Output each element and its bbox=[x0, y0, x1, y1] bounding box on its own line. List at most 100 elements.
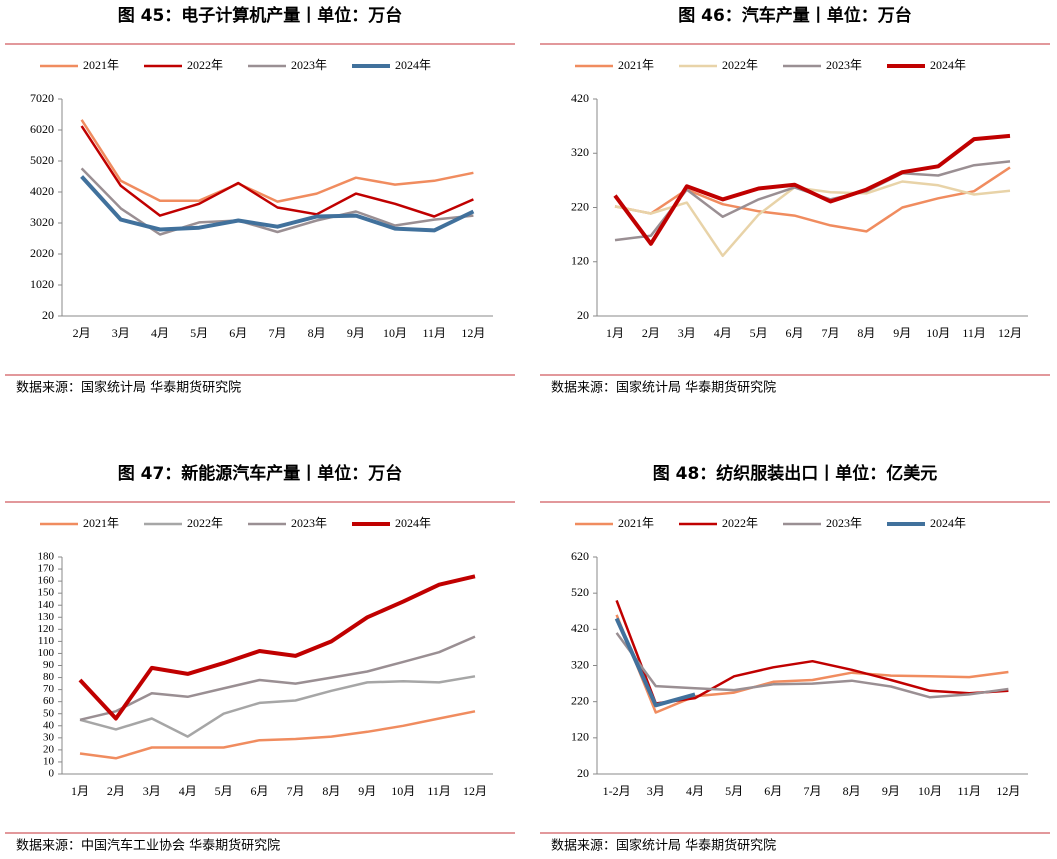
x-tick-label: 11月 bbox=[957, 784, 981, 798]
x-tick-label: 9月 bbox=[882, 784, 900, 798]
x-tick-label: 6月 bbox=[251, 784, 269, 798]
legend-label: 2022年 bbox=[722, 58, 758, 72]
x-tick-label: 12月 bbox=[463, 784, 487, 798]
y-tick-label: 20 bbox=[577, 308, 589, 322]
y-tick-label: 120 bbox=[38, 623, 55, 635]
x-tick-label: 6月 bbox=[764, 784, 782, 798]
y-tick-label: 2020 bbox=[30, 246, 54, 260]
series-line bbox=[80, 125, 474, 218]
y-tick-label: 0 bbox=[49, 768, 55, 780]
x-tick-label: 10月 bbox=[391, 784, 415, 798]
x-tick-label: 5月 bbox=[725, 784, 743, 798]
legend-label: 2023年 bbox=[826, 58, 862, 72]
y-tick-label: 140 bbox=[38, 599, 55, 611]
y-tick-label: 5020 bbox=[30, 153, 54, 167]
series-line bbox=[613, 133, 1011, 246]
x-tick-label: 8月 bbox=[857, 326, 875, 340]
x-tick-label: 10月 bbox=[926, 326, 950, 340]
legend-label: 2024年 bbox=[930, 516, 966, 530]
series-line bbox=[614, 160, 1011, 242]
x-tick-label: 3月 bbox=[647, 784, 665, 798]
chart-title: 图 46：汽车产量丨单位：万台 bbox=[678, 5, 912, 26]
series-line bbox=[614, 180, 1011, 258]
x-tick-label: 9月 bbox=[358, 784, 376, 798]
legend-label: 2022年 bbox=[187, 58, 223, 72]
x-tick-label: 8月 bbox=[322, 784, 340, 798]
y-tick-label: 4020 bbox=[30, 184, 54, 198]
y-tick-label: 20 bbox=[42, 308, 54, 322]
series-line bbox=[79, 675, 476, 738]
y-tick-label: 120 bbox=[571, 730, 589, 744]
y-tick-label: 150 bbox=[38, 587, 55, 599]
x-tick-label: 2月 bbox=[642, 326, 660, 340]
legend-label: 2021年 bbox=[83, 58, 119, 72]
x-tick-label: 6月 bbox=[229, 326, 247, 340]
x-tick-label: 12月 bbox=[996, 784, 1020, 798]
y-tick-label: 70 bbox=[43, 683, 55, 695]
y-tick-label: 620 bbox=[571, 549, 589, 563]
y-tick-label: 320 bbox=[571, 657, 589, 671]
x-tick-label: 12月 bbox=[998, 326, 1022, 340]
x-tick-label: 3月 bbox=[143, 784, 161, 798]
legend-label: 2023年 bbox=[291, 58, 327, 72]
x-tick-label: 10月 bbox=[383, 326, 407, 340]
x-tick-label: 5月 bbox=[190, 326, 208, 340]
legend-label: 2021年 bbox=[618, 516, 654, 530]
y-tick-label: 7020 bbox=[30, 91, 54, 105]
y-tick-label: 6020 bbox=[30, 122, 54, 136]
y-tick-label: 220 bbox=[571, 199, 589, 213]
series-line bbox=[79, 635, 476, 722]
series-line bbox=[615, 614, 1009, 714]
y-tick-label: 50 bbox=[43, 707, 55, 719]
legend-label: 2024年 bbox=[930, 58, 966, 72]
x-tick-label: 11月 bbox=[422, 326, 446, 340]
x-tick-label: 10月 bbox=[918, 784, 942, 798]
x-tick-label: 4月 bbox=[151, 326, 169, 340]
y-tick-label: 420 bbox=[571, 621, 589, 635]
y-tick-label: 220 bbox=[571, 693, 589, 707]
y-tick-label: 170 bbox=[38, 563, 55, 575]
legend-label: 2021年 bbox=[83, 516, 119, 530]
x-tick-label: 8月 bbox=[308, 326, 326, 340]
series-line bbox=[614, 617, 696, 708]
x-tick-label: 1月 bbox=[71, 784, 89, 798]
legend-label: 2024年 bbox=[395, 516, 431, 530]
y-tick-label: 40 bbox=[43, 719, 55, 731]
source-note: 数据来源：国家统计局 华泰期货研究院 bbox=[551, 380, 776, 396]
x-tick-label: 7月 bbox=[286, 784, 304, 798]
y-tick-label: 30 bbox=[43, 731, 55, 743]
y-tick-label: 520 bbox=[571, 585, 589, 599]
chart-title: 图 45：电子计算机产量丨单位：万台 bbox=[118, 5, 403, 26]
y-tick-label: 60 bbox=[43, 695, 55, 707]
x-tick-label: 1月 bbox=[606, 326, 624, 340]
chart-title: 图 47：新能源汽车产量丨单位：万台 bbox=[118, 463, 403, 484]
source-note: 数据来源：国家统计局 华泰期货研究院 bbox=[551, 838, 776, 854]
legend-label: 2021年 bbox=[618, 58, 654, 72]
y-tick-label: 110 bbox=[38, 635, 55, 647]
x-tick-label: 7月 bbox=[803, 784, 821, 798]
legend-label: 2023年 bbox=[826, 516, 862, 530]
series-line bbox=[80, 175, 475, 233]
y-tick-label: 80 bbox=[43, 671, 55, 683]
x-tick-label: 1-2月 bbox=[603, 784, 631, 798]
y-tick-label: 120 bbox=[571, 254, 589, 268]
x-tick-label: 6月 bbox=[786, 326, 804, 340]
y-tick-label: 420 bbox=[571, 91, 589, 105]
legend-label: 2023年 bbox=[291, 516, 327, 530]
y-tick-label: 1020 bbox=[30, 277, 54, 291]
y-tick-label: 320 bbox=[571, 145, 589, 159]
y-tick-label: 90 bbox=[43, 659, 55, 671]
x-tick-label: 4月 bbox=[179, 784, 197, 798]
series-line bbox=[78, 574, 476, 721]
x-tick-label: 9月 bbox=[893, 326, 911, 340]
x-tick-label: 5月 bbox=[215, 784, 233, 798]
y-tick-label: 10 bbox=[43, 755, 55, 767]
x-tick-label: 12月 bbox=[461, 326, 485, 340]
series-line bbox=[614, 166, 1011, 233]
legend-label: 2022年 bbox=[187, 516, 223, 530]
